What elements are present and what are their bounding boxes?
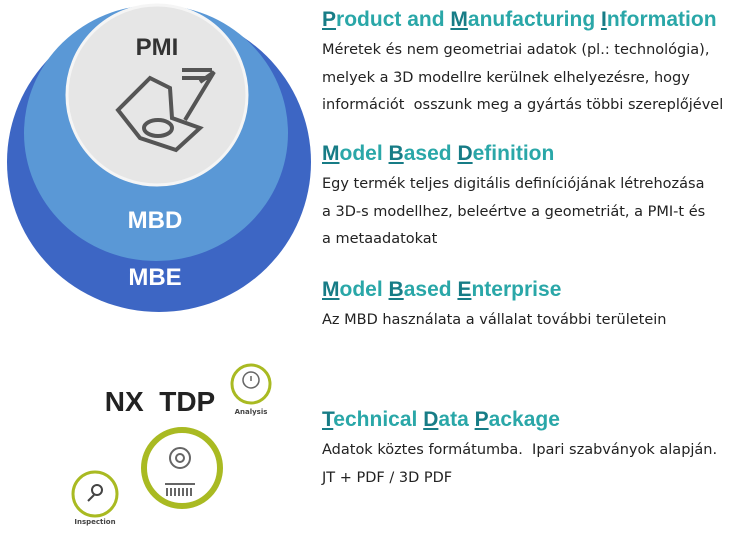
circle-label: PMI (136, 34, 179, 61)
section-text: Adatok köztes formátumba. Ipari szabvány… (322, 442, 718, 458)
icon-label: Inspection (74, 518, 115, 526)
section-text: információt osszunk meg a gyártás többi … (322, 97, 724, 113)
section-title: Product and Manufacturing Information (322, 8, 717, 31)
section-text: a 3D-s modellhez, beleértve a geometriát… (322, 203, 706, 220)
inspection-icon (87, 484, 103, 502)
section-text: Méretek és nem geometriai adatok (pl.: t… (322, 42, 710, 58)
section-text: JT + PDF / 3D PDF (322, 469, 453, 486)
pmi-circle (65, 3, 249, 187)
section-title: Model Based Definition (322, 142, 555, 165)
section-text: Az MBD használata a vállalat további ter… (322, 312, 667, 328)
section-text: melyek a 3D modellre kerülnek elhelyezés… (322, 69, 690, 86)
section-text: Egy termék teljes digitális definícióján… (322, 176, 705, 192)
section-text: a metaadatokat (322, 231, 438, 247)
gear-icon (165, 447, 195, 496)
part-icon (115, 68, 216, 153)
icon-label: Analysis (235, 408, 268, 416)
section-title: Model Based Enterprise (322, 278, 562, 301)
tool-label: NX TDP (105, 386, 215, 417)
circle-label: MBD (128, 207, 183, 234)
analysis-icon (242, 371, 260, 389)
tdp-icons (71, 363, 272, 518)
circle-label: MBE (128, 264, 181, 291)
section-title: Technical Data Package (322, 408, 560, 431)
